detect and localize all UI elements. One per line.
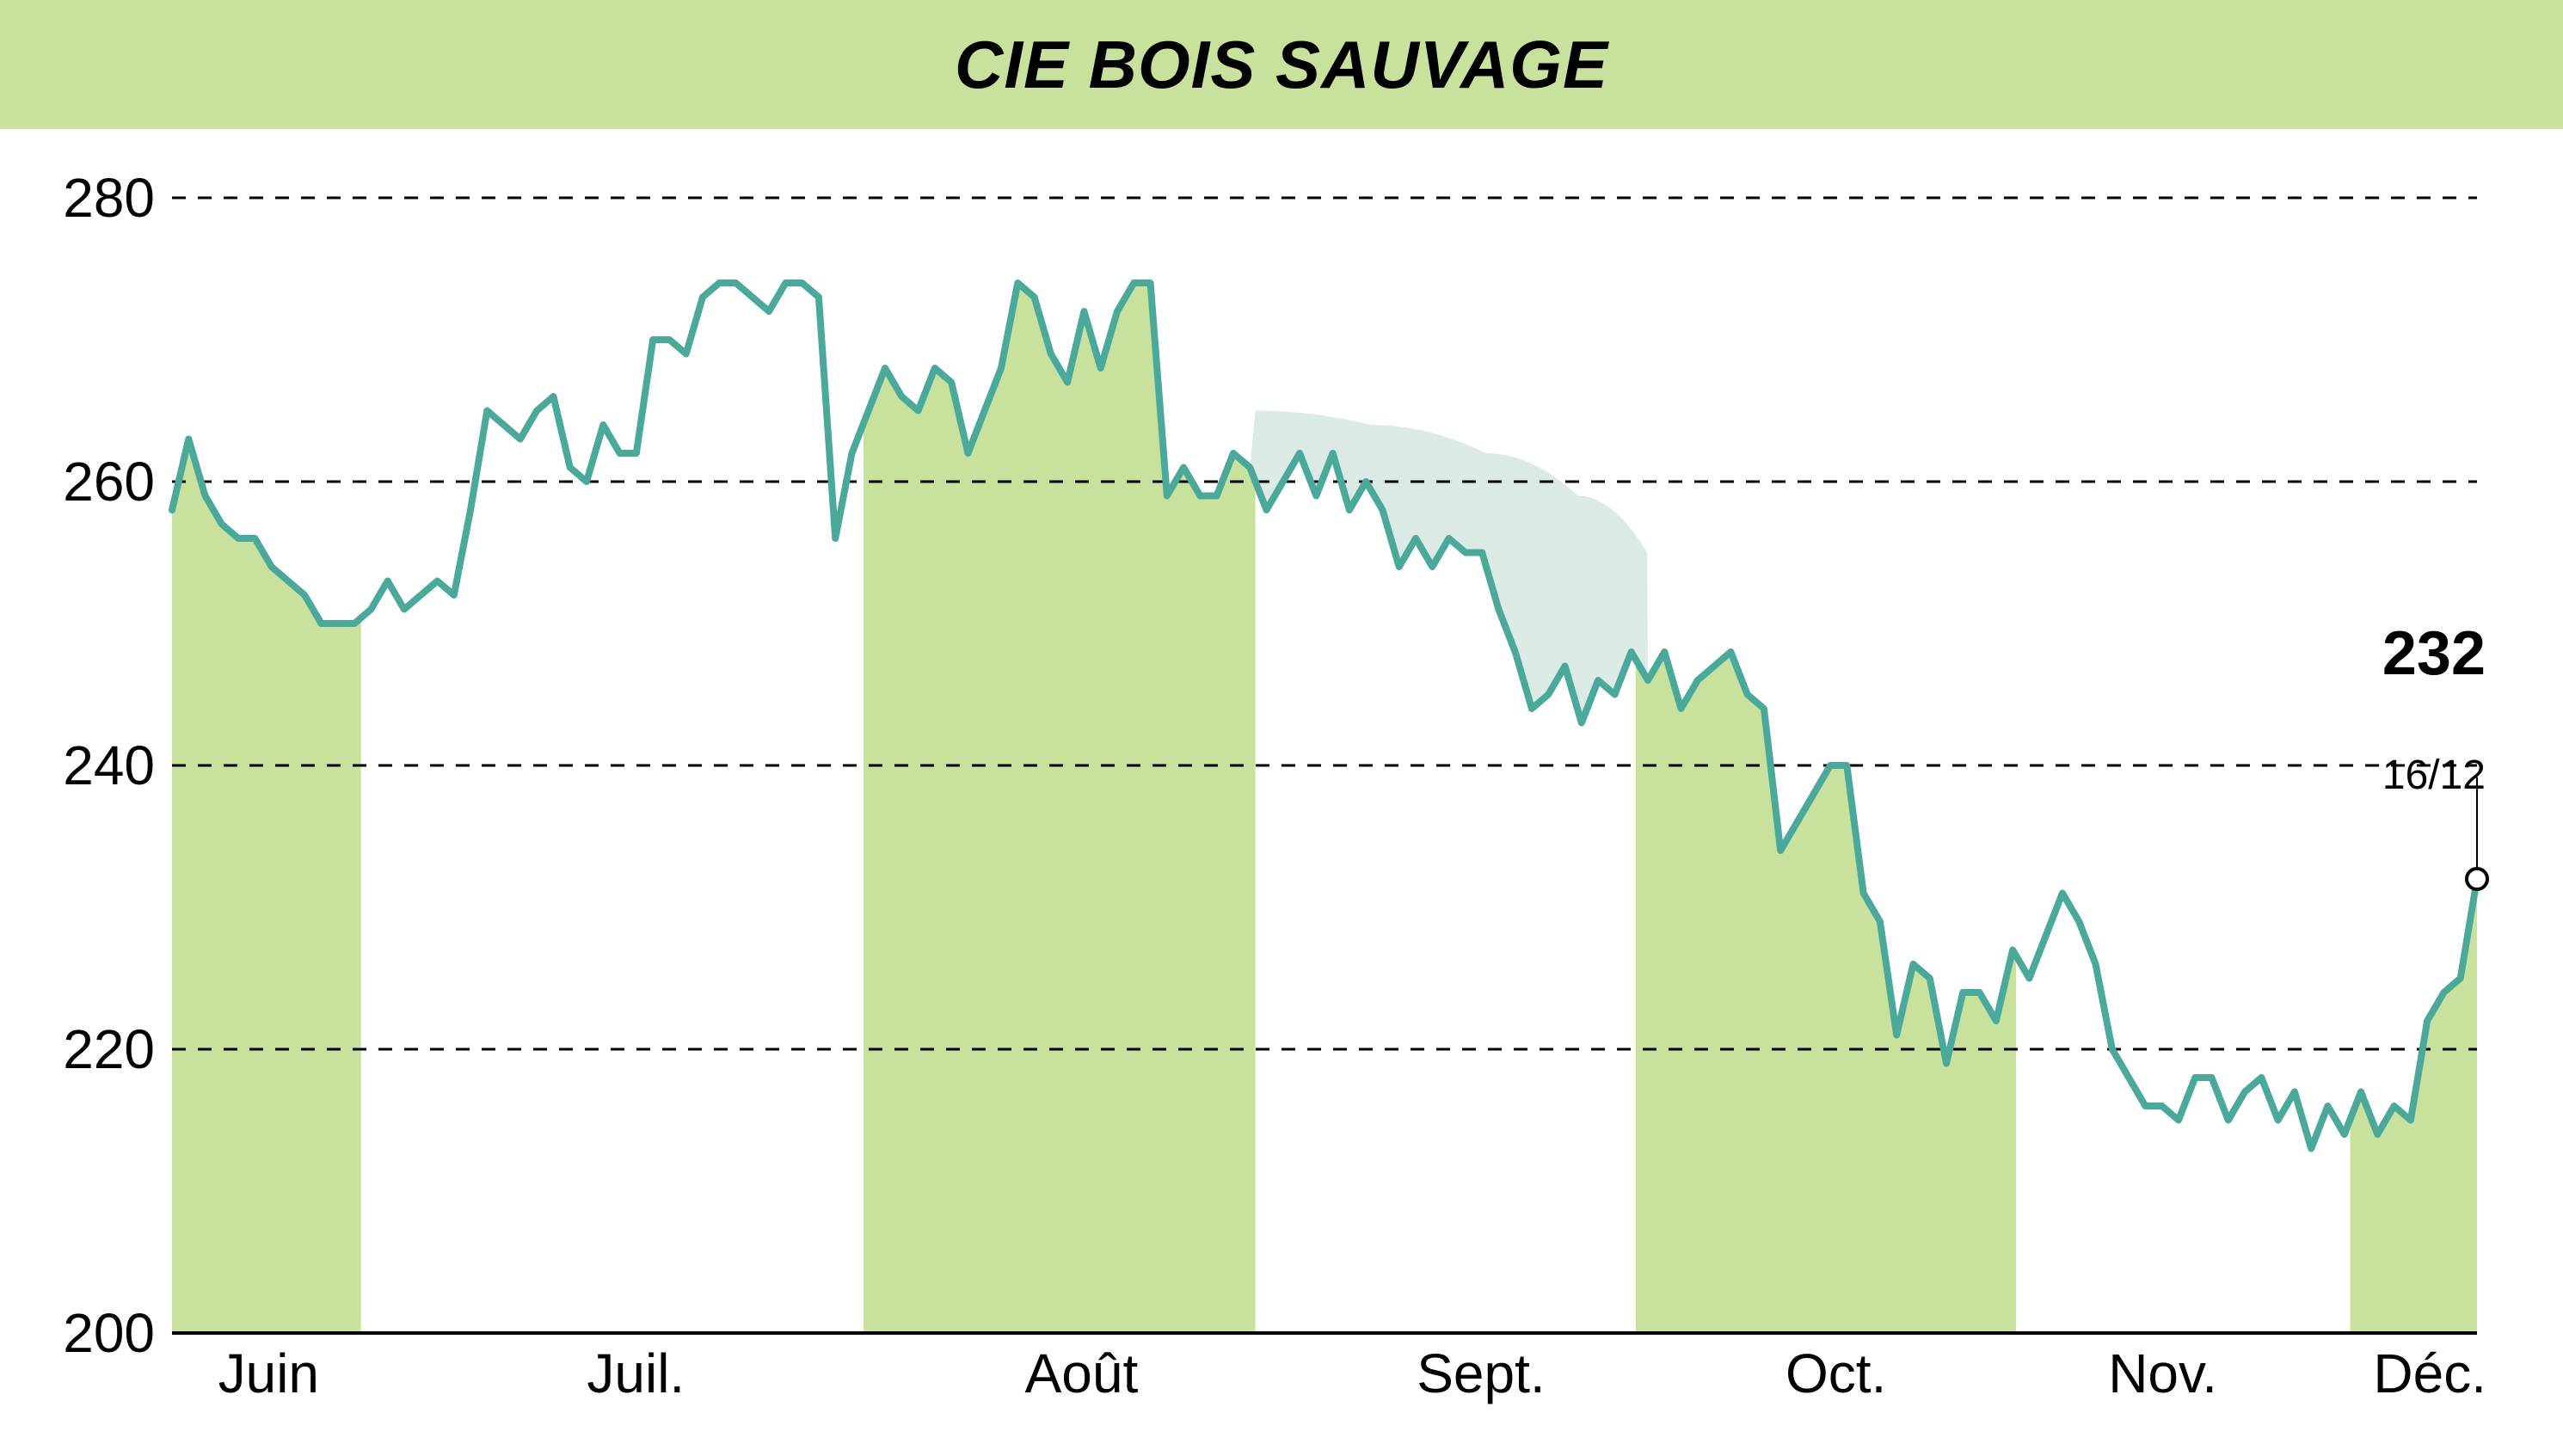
x-tick-label: Déc. xyxy=(2373,1333,2486,1405)
x-tick-label: Juil. xyxy=(587,1333,685,1405)
y-tick-label: 260 xyxy=(63,450,172,513)
chart-area: 200220240260280JuinJuil.AoûtSept.Oct.Nov… xyxy=(172,198,2477,1333)
final-value-label: 232 xyxy=(2382,618,2486,689)
y-tick-label: 220 xyxy=(63,1017,172,1081)
x-tick-label: Août xyxy=(1025,1333,1139,1405)
y-tick-label: 200 xyxy=(63,1301,172,1365)
line-chart-svg xyxy=(172,198,2477,1333)
y-tick-label: 280 xyxy=(63,166,172,230)
trend-shadow xyxy=(1250,411,1648,723)
chart-title-bar: CIE BOIS SAUVAGE xyxy=(0,0,2563,129)
x-tick-label: Sept. xyxy=(1417,1333,1545,1405)
y-tick-label: 240 xyxy=(63,734,172,797)
final-date-label: 16/12 xyxy=(2382,752,2486,799)
chart-title: CIE BOIS SAUVAGE xyxy=(955,27,1608,102)
x-tick-label: Juin xyxy=(218,1333,319,1405)
x-tick-label: Nov. xyxy=(2108,1333,2217,1405)
final-point-marker xyxy=(2467,869,2487,889)
price-line xyxy=(172,283,2477,1149)
x-tick-label: Oct. xyxy=(1785,1333,1886,1405)
